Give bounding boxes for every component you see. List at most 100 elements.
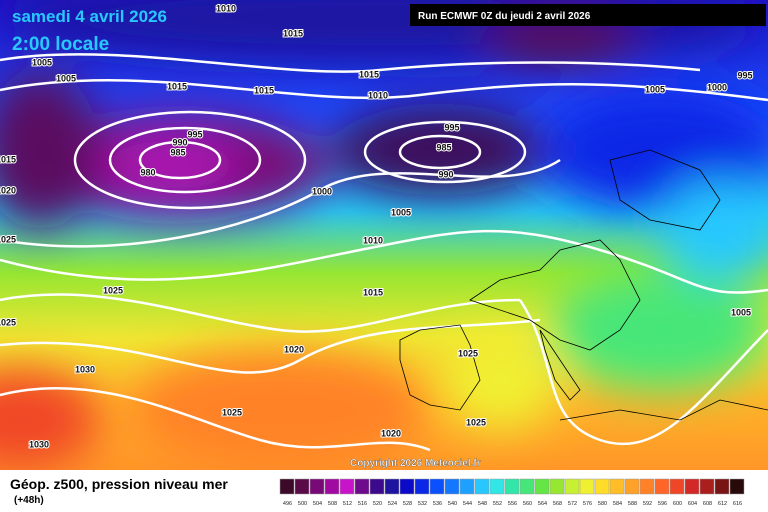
legend-label: 504: [313, 501, 322, 507]
legend-swatch: [564, 478, 580, 495]
legend-swatch: [669, 478, 685, 495]
legend-label: 608: [703, 501, 712, 507]
coastlines: [399, 149, 768, 421]
legend-swatch: [399, 478, 415, 495]
isobar-label: 1030: [75, 364, 95, 374]
legend-swatch: [384, 478, 400, 495]
legend-swatch: [324, 478, 340, 495]
legend-swatch: [429, 478, 445, 495]
isobar-label: 1020: [284, 344, 304, 354]
legend-label: 524: [388, 501, 397, 507]
legend-label: 564: [538, 501, 547, 507]
isobar-label: 1025: [466, 417, 486, 427]
isobar-label: 1015: [359, 69, 379, 79]
isobar-label: 1025: [0, 234, 16, 244]
isobar-label: 1015: [167, 81, 187, 91]
legend-swatch: [699, 478, 715, 495]
isobar-label: 1020: [0, 185, 16, 195]
legend-swatch: [279, 478, 295, 495]
legend-label: 552: [493, 501, 502, 507]
isobars: [0, 53, 768, 452]
legend-label: 588: [628, 501, 637, 507]
isobar-label: 1030: [29, 439, 49, 449]
field-shading: [0, 0, 768, 470]
isobar-label: 995: [444, 122, 459, 132]
legend-swatch: [369, 478, 385, 495]
isobar-label: 1020: [381, 428, 401, 438]
isobar-label: 985: [436, 142, 451, 152]
legend-swatch: [309, 478, 325, 495]
legend-swatch: [609, 478, 625, 495]
copyright: Copyright 2026 Meteociel.fr: [350, 458, 481, 469]
map: 1010 1015 1005 1005 1015 1015 1015 1010 995 1000 1…: [0, 0, 768, 470]
isobar-label: 1010: [216, 3, 236, 13]
legend-swatch: [639, 478, 655, 495]
isobar-label: 1025: [458, 348, 478, 358]
isobar-label: 1005: [32, 57, 52, 67]
legend-swatch: [684, 478, 700, 495]
legend-swatch: [294, 478, 310, 495]
footer-lead: (+48h): [14, 495, 44, 506]
isobar-label: 1025: [103, 285, 123, 295]
legend-swatch: [489, 478, 505, 495]
run-box: [410, 4, 766, 26]
legend-label: 580: [598, 501, 607, 507]
legend-swatch: [624, 478, 640, 495]
legend-swatch: [729, 478, 745, 495]
isobar-label: 1015: [254, 85, 274, 95]
legend-swatch: [459, 478, 475, 495]
isobar-label: 1005: [391, 207, 411, 217]
legend-label: 516: [358, 501, 367, 507]
legend-label: 512: [343, 501, 352, 507]
isobar-label: 995: [737, 70, 752, 80]
isobar-label: 1000: [707, 82, 727, 92]
legend-label: 540: [448, 501, 457, 507]
legend-label: 572: [568, 501, 577, 507]
isobar-label: 990: [438, 169, 453, 179]
legend-swatch: [444, 478, 460, 495]
legend-swatch: [594, 478, 610, 495]
legend-label: 560: [523, 501, 532, 507]
isobar-label: 995: [187, 129, 202, 139]
legend-swatch: [504, 478, 520, 495]
isobar-label: 1015: [0, 154, 16, 164]
legend-swatch: [354, 478, 370, 495]
isobar-label: 1005: [56, 73, 76, 83]
isobar-label: 990: [172, 137, 187, 147]
isobar-label: 1015: [283, 28, 303, 38]
legend-swatch: [474, 478, 490, 495]
run-info: Run ECMWF 0Z du jeudi 2 avril 2026: [418, 11, 591, 22]
isobar-label: 985: [170, 147, 185, 157]
map-time: 2:00 locale: [12, 34, 109, 55]
isobar-label: 1005: [731, 307, 751, 317]
legend-label: 604: [688, 501, 697, 507]
isobar-labels: 1010 1015 1005 1005 1015 1015 1015 1010 995 1000 1…: [0, 2, 754, 450]
legend-label: 576: [583, 501, 592, 507]
isobar-label: 980: [140, 167, 155, 177]
legend-label: 508: [328, 501, 337, 507]
isobar-label: 1005: [645, 84, 665, 94]
legend-swatch: [519, 478, 535, 495]
legend-label: 612: [718, 501, 727, 507]
legend-label: 536: [433, 501, 442, 507]
legend-swatch: [549, 478, 565, 495]
isobar-label: 1015: [363, 287, 383, 297]
legend-label: 584: [613, 501, 622, 507]
legend-label: 592: [643, 501, 652, 507]
legend-label: 520: [373, 501, 382, 507]
map-title: samedi 4 avril 2026: [12, 7, 167, 26]
isobar-label: 1025: [0, 317, 16, 327]
legend-label: 528: [403, 501, 412, 507]
legend-label: 596: [658, 501, 667, 507]
legend-label: 500: [298, 501, 307, 507]
isobar-label: 1010: [363, 235, 383, 245]
footer-title: Géop. z500, pression niveau mer: [10, 476, 228, 492]
legend: 496 500 504 508 512 516 520 524 528 532 536 540 544 5…: [279, 478, 745, 507]
isobar-label: 1000: [312, 186, 332, 196]
legend-label: 556: [508, 501, 517, 507]
legend-swatch: [534, 478, 550, 495]
legend-swatch: [654, 478, 670, 495]
legend-swatch: [579, 478, 595, 495]
legend-label: 532: [418, 501, 427, 507]
